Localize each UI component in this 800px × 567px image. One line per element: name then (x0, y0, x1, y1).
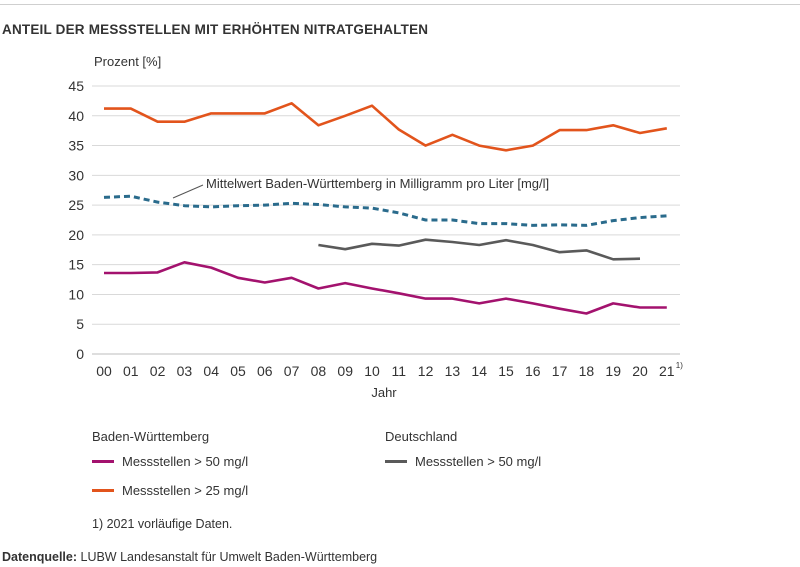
x-tick-label: 15 (498, 363, 514, 379)
y-tick-label: 45 (68, 78, 84, 94)
x-tick-superscript: 1) (676, 361, 683, 370)
legend-label-bw50: Messstellen > 50 mg/l (122, 454, 249, 469)
legend-swatch-bw50 (92, 460, 114, 463)
x-axis-label: Jahr (371, 385, 397, 400)
series-line-mean (103, 194, 667, 227)
y-tick-label: 10 (68, 286, 84, 302)
x-tick-label: 00 (96, 363, 112, 379)
legend-swatch-de50 (385, 460, 407, 463)
x-tick-label: 14 (471, 363, 487, 379)
legend-item-de50: Messstellen > 50 mg/l (385, 454, 541, 469)
x-tick-label: 20 (632, 363, 648, 379)
annotation-leader-line (172, 184, 204, 199)
x-tick-label: 19 (605, 363, 621, 379)
legend-heading-bw: Baden-Württemberg (92, 429, 210, 444)
y-tick-label: 15 (68, 257, 84, 273)
x-tick-label: 12 (418, 363, 434, 379)
chart-title: ANTEIL DER MESSSTELLEN MIT ERHÖHTEN NITR… (2, 22, 429, 37)
y-axis-label: Prozent [%] (94, 54, 161, 69)
data-source: Datenquelle: LUBW Landesanstalt für Umwe… (2, 550, 377, 564)
data-source-label: Datenquelle: (2, 550, 78, 564)
x-tick-label: 16 (525, 363, 541, 379)
y-tick-label: 35 (68, 138, 84, 154)
x-tick-label: 10 (364, 363, 380, 379)
legend-heading-de: Deutschland (385, 429, 458, 444)
series-line-bw25 (104, 102, 668, 152)
x-tick-label: 05 (230, 363, 246, 379)
x-tick-label: 18 (579, 363, 595, 379)
y-tick-label: 20 (68, 227, 84, 243)
y-tick-label: 40 (68, 108, 84, 124)
x-tick-label: 11 (392, 363, 407, 379)
legend-label-de50: Messstellen > 50 mg/l (415, 454, 542, 469)
x-tick-label: 17 (552, 363, 568, 379)
x-tick-label: 01 (123, 363, 139, 379)
footnote: 1) 2021 vorläufige Daten. (92, 517, 233, 531)
x-tick-label: 03 (177, 363, 193, 379)
legend-label-bw25: Messstellen > 25 mg/l (122, 483, 249, 498)
x-tick-label: 09 (337, 363, 353, 379)
y-tick-label: 5 (76, 316, 84, 332)
annotation-mean-label: Mittelwert Baden-Württemberg in Milligra… (206, 176, 549, 191)
data-source-text: LUBW Landesanstalt für Umwelt Baden-Würt… (77, 550, 378, 564)
series-line-de50 (318, 238, 641, 261)
x-tick-label: 04 (203, 363, 219, 379)
x-tick-label: 21 (659, 363, 675, 379)
legend-item-bw50: Messstellen > 50 mg/l (92, 454, 248, 469)
y-tick-label: 30 (68, 167, 84, 183)
x-tick-label: 06 (257, 363, 273, 379)
x-tick-label: 07 (284, 363, 300, 379)
legend-swatch-bw25 (92, 489, 114, 492)
y-tick-label: 0 (76, 346, 84, 362)
legend-item-bw25: Messstellen > 25 mg/l (92, 483, 248, 498)
series-line-bw50 (104, 260, 667, 315)
x-tick-label: 02 (150, 363, 166, 379)
y-tick-label: 25 (68, 197, 84, 213)
top-divider (0, 4, 800, 5)
x-tick-label: 08 (311, 363, 327, 379)
x-tick-label: 13 (445, 363, 461, 379)
